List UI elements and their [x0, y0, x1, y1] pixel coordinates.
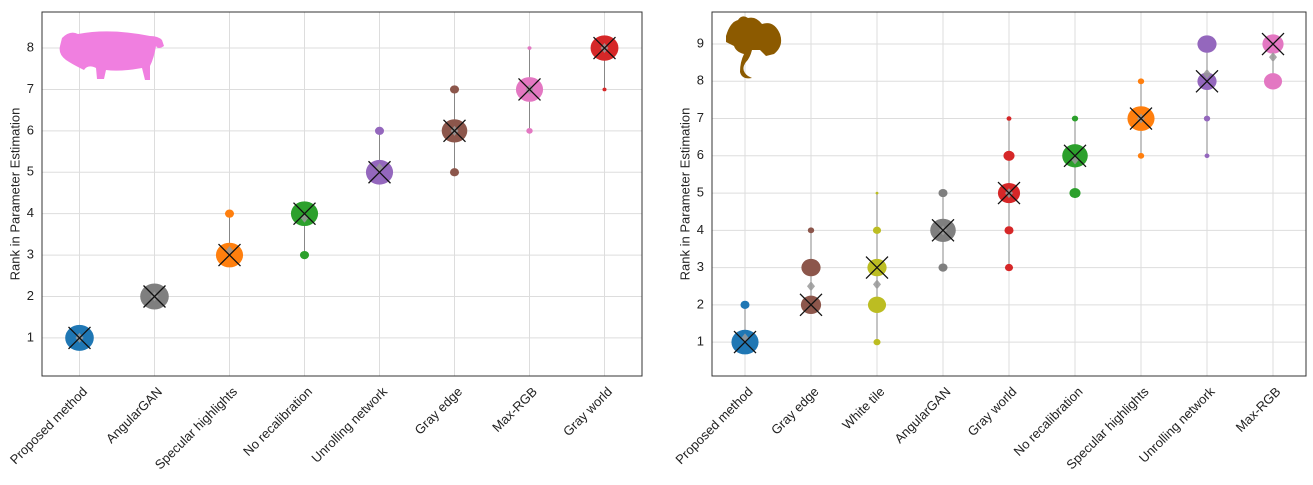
- y-tick-label: 5: [697, 185, 704, 200]
- rank-bubble: [868, 297, 886, 313]
- y-tick-label: 4: [697, 222, 704, 237]
- pig-icon: [60, 31, 164, 80]
- mean-diamond: [1269, 52, 1277, 62]
- y-tick-label: 6: [27, 122, 34, 137]
- x-tick-label: Gray world: [560, 384, 615, 439]
- rank-bubble: [1138, 153, 1144, 159]
- rank-bubble: [1138, 78, 1144, 84]
- figure: 1 2 3 4 5 6 7 8 Rank in Parameter Estimation Prop…: [0, 0, 1313, 480]
- rank-bubble: [527, 46, 531, 50]
- rank-bubble: [300, 251, 309, 259]
- x-tick-label: No recalibration: [1011, 384, 1086, 459]
- y-axis-label: Rank in Parameter Estimation: [7, 108, 22, 281]
- rank-bubble: [938, 263, 947, 271]
- x-tick-label: Proposed method: [672, 384, 755, 467]
- rank-bubble: [1205, 154, 1210, 159]
- panel: 1 2 3 4 5 6 7 8 Rank in Parameter Estimation Prop…: [7, 12, 642, 472]
- x-tick-label: Max-RGB: [1233, 384, 1284, 435]
- rank-bubble: [1204, 116, 1210, 122]
- rank-bubble: [450, 85, 459, 93]
- panel: 1 2 3 4 5 6 7 8 9 Rank in Parameter Estimation Pro…: [672, 12, 1306, 472]
- y-tick-label: 2: [27, 288, 34, 303]
- y-tick-label: 7: [697, 110, 704, 125]
- y-tick-label: 2: [697, 296, 704, 311]
- rank-bubble: [1003, 151, 1014, 161]
- x-tick-label: Specular highlights: [152, 384, 241, 473]
- rank-bubble: [1264, 73, 1282, 89]
- rank-bubble: [526, 128, 532, 134]
- y-tick-label: 3: [27, 247, 34, 262]
- rank-bubble: [801, 259, 820, 276]
- mean-diamond: [873, 279, 881, 289]
- rank-bubble: [1197, 35, 1216, 52]
- rat-icon: [726, 16, 781, 78]
- rank-bubble: [740, 301, 749, 309]
- y-tick-label: 4: [27, 205, 34, 220]
- y-tick-label: 7: [27, 81, 34, 96]
- x-tick-label: No recalibration: [240, 384, 315, 459]
- rank-bubble: [1069, 188, 1080, 198]
- rank-bubble: [873, 339, 880, 345]
- rank-bubble: [1004, 226, 1013, 234]
- y-tick-label: 1: [27, 329, 34, 344]
- x-tick-label: Unrolling network: [308, 384, 390, 466]
- y-tick-label: 9: [697, 35, 704, 50]
- x-tick-label: Max-RGB: [489, 384, 540, 435]
- mean-diamond: [807, 281, 815, 291]
- y-tick-label: 1: [697, 334, 704, 349]
- y-tick-label: 8: [27, 39, 34, 54]
- x-tick-label: Gray edge: [768, 384, 822, 438]
- y-tick-label: 6: [697, 147, 704, 162]
- rank-bubble: [873, 227, 881, 234]
- x-tick-label: AngularGAN: [103, 384, 165, 446]
- rank-bubble: [1007, 116, 1012, 121]
- y-tick-label: 3: [697, 259, 704, 274]
- rank-bubble: [602, 88, 606, 92]
- x-tick-label: AngularGAN: [891, 384, 953, 446]
- y-tick-label: 8: [697, 73, 704, 88]
- x-tick-label: Gray edge: [412, 384, 466, 438]
- y-axis-label: Rank in Parameter Estimation: [677, 108, 692, 281]
- x-tick-label: Proposed method: [7, 384, 90, 467]
- y-tick-label: 5: [27, 164, 34, 179]
- rank-bubble: [938, 189, 947, 197]
- x-tick-label: White tile: [839, 384, 887, 432]
- rank-bubble: [225, 210, 234, 218]
- rank-bubble: [375, 127, 384, 135]
- rank-bubble: [450, 168, 459, 176]
- rank-bubble: [1072, 116, 1078, 122]
- rank-bubble: [808, 227, 814, 233]
- x-tick-label: Gray world: [964, 384, 1019, 439]
- rank-bubble: [1005, 264, 1013, 271]
- rank-bubble: [876, 192, 879, 195]
